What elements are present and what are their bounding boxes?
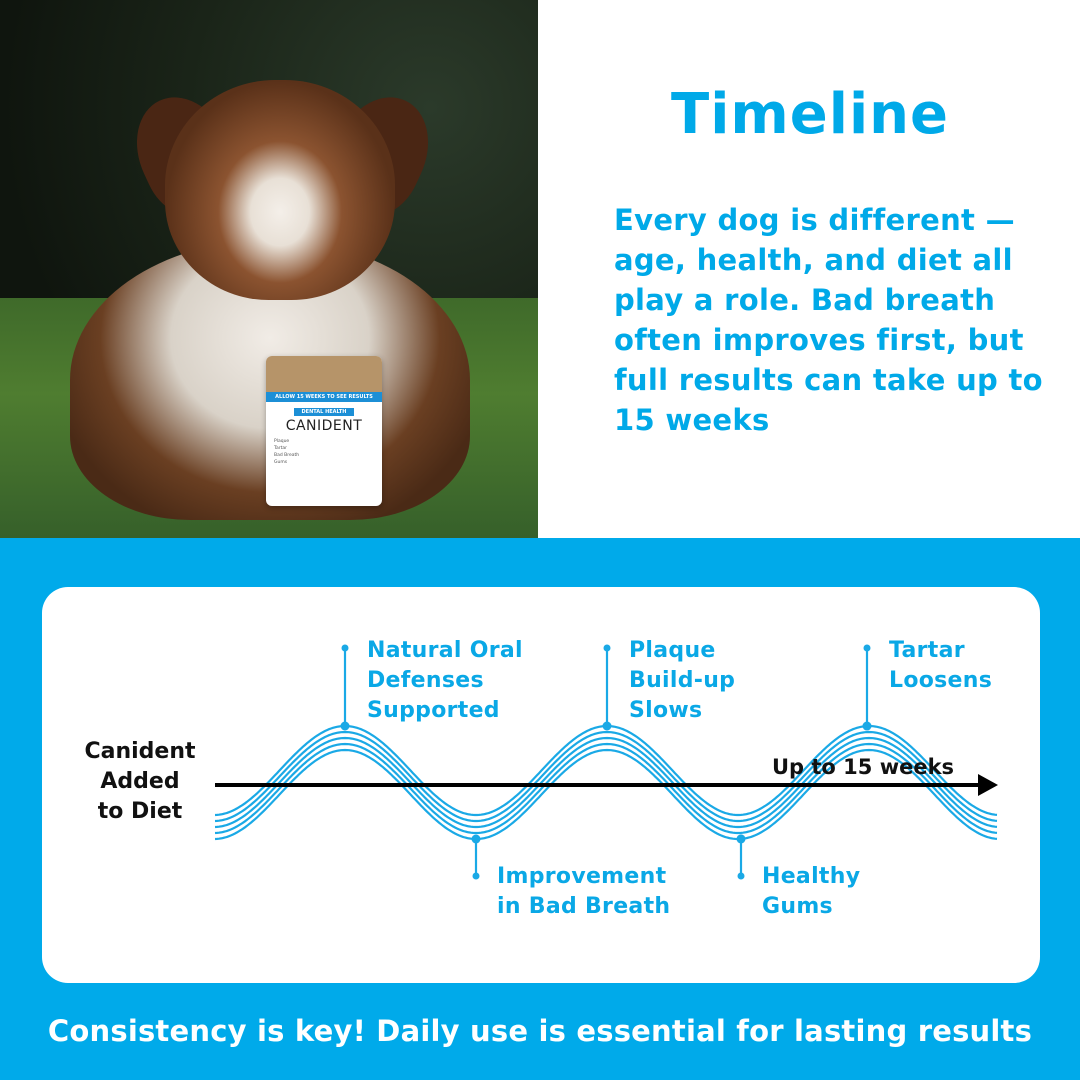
- can-brand: CANIDENT: [285, 418, 363, 434]
- milestone-line: Defenses: [367, 668, 484, 693]
- milestone-label: Tartar Loosens: [889, 636, 992, 696]
- end-label: Up to 15 weeks: [772, 755, 955, 779]
- milestone-dot: [736, 834, 746, 844]
- milestone-pins: [340, 644, 872, 880]
- can-tag: DENTAL HEALTH: [294, 408, 354, 416]
- milestone-line: Build-up: [629, 668, 736, 693]
- dog-photo: ALLOW 15 WEEKS TO SEE RESULTS DENTAL HEA…: [0, 0, 538, 538]
- milestone-line: Healthy: [762, 864, 861, 889]
- milestone-dot: [341, 644, 349, 652]
- milestone-line: Plaque: [629, 638, 716, 663]
- arrow-head-icon: [978, 774, 998, 796]
- milestone-dot: [471, 834, 481, 844]
- benefit: Bad Breath: [274, 453, 300, 458]
- start-label-line: Added: [100, 769, 180, 794]
- product-can: ALLOW 15 WEEKS TO SEE RESULTS DENTAL HEA…: [266, 356, 382, 506]
- milestone-dot: [737, 872, 745, 880]
- milestone-line: in Bad Breath: [497, 894, 671, 919]
- page-title: Timeline: [671, 82, 949, 147]
- can-band: ALLOW 15 WEEKS TO SEE RESULTS: [266, 392, 382, 402]
- start-label-line: to Diet: [97, 799, 183, 824]
- wave-line: [214, 748, 998, 841]
- milestone-dot: [862, 721, 872, 731]
- wave-lines: [214, 724, 998, 841]
- start-label: Canident Added to Diet: [70, 737, 210, 827]
- milestone-dot: [602, 721, 612, 731]
- dog-head: [165, 80, 395, 300]
- milestone-line: Natural Oral: [367, 638, 523, 663]
- milestone-dot: [603, 644, 611, 652]
- milestone-dot: [863, 644, 871, 652]
- can-lid: [266, 356, 382, 392]
- can-benefits: Plaque Tartar Bad Breath Gums: [274, 438, 382, 466]
- benefit: Gums: [274, 460, 288, 465]
- milestone-line: Loosens: [889, 668, 993, 693]
- top-section: ALLOW 15 WEEKS TO SEE RESULTS DENTAL HEA…: [0, 0, 1080, 538]
- benefit: Plaque: [274, 439, 290, 444]
- benefit: Tartar: [274, 446, 287, 451]
- milestone-label: Plaque Build-up Slows: [629, 636, 735, 726]
- wave-line: [214, 736, 998, 829]
- milestone-line: Improvement: [497, 864, 667, 889]
- milestone-label: Healthy Gums: [762, 862, 860, 922]
- intro-text: Every dog is different — age, health, an…: [614, 203, 1043, 437]
- milestone-line: Slows: [629, 698, 703, 723]
- milestone-dot: [472, 872, 480, 880]
- footer-text: Consistency is key! Daily use is essenti…: [47, 1014, 1033, 1048]
- milestone-line: Gums: [762, 894, 833, 919]
- milestone-line: Tartar: [889, 638, 965, 663]
- start-label-line: Canident: [84, 739, 196, 764]
- milestone-line: Supported: [367, 698, 500, 723]
- milestone-dot: [340, 721, 350, 731]
- milestone-label: Improvement in Bad Breath: [497, 862, 670, 922]
- wave-line: [214, 730, 998, 823]
- wave-line: [214, 742, 998, 835]
- milestone-label: Natural Oral Defenses Supported: [367, 636, 523, 726]
